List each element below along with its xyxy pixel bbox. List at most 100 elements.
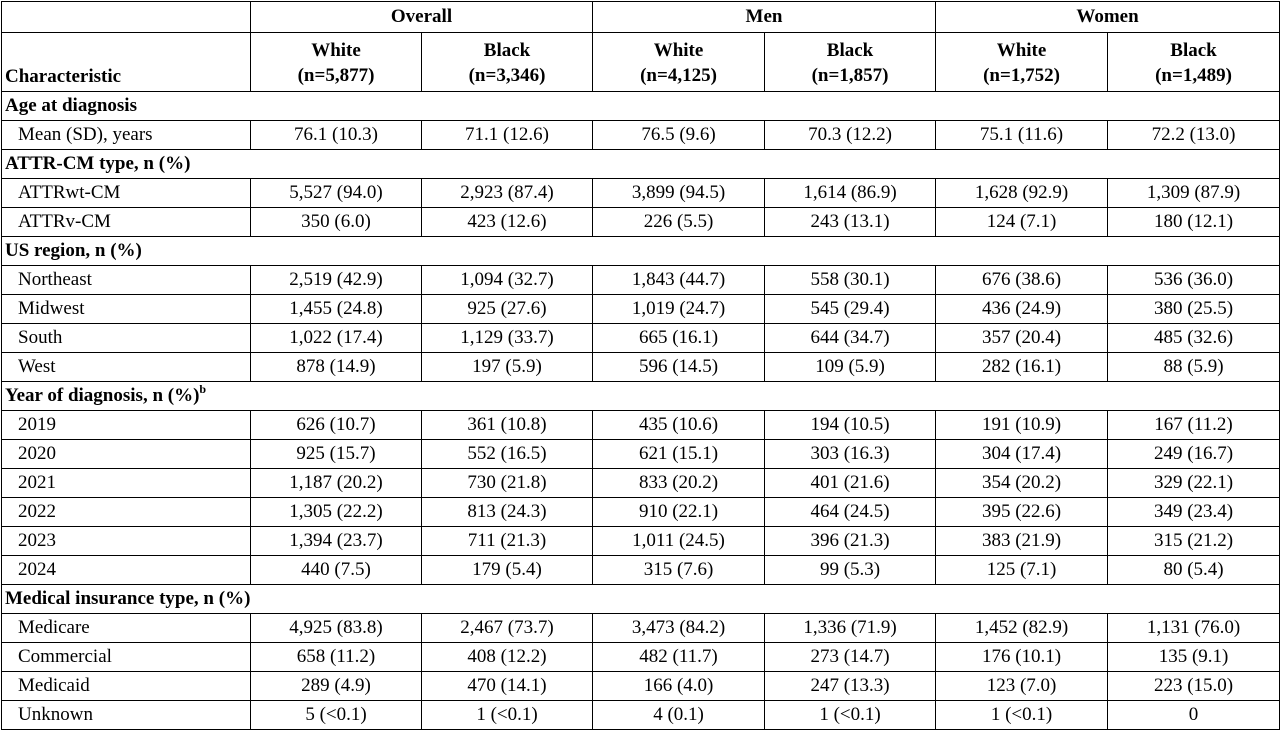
table-cell: 396 (21.3) bbox=[764, 526, 937, 556]
table-row: Commercial 658 (11.2) 408 (12.2) 482 (11.7)… bbox=[1, 642, 1280, 672]
table-cell: 925 (15.7) bbox=[250, 439, 422, 469]
section-title: Age at diagnosis bbox=[0, 91, 1280, 121]
table-row: Mean (SD), years 76.1 (10.3) 71.1 (12.6) 76… bbox=[1, 120, 1280, 150]
section-title-text: ATTR-CM type, n (%) bbox=[5, 153, 191, 174]
table-cell: 303 (16.3) bbox=[764, 439, 937, 469]
section-title-text: Age at diagnosis bbox=[5, 95, 137, 116]
table-cell: 357 (20.4) bbox=[935, 323, 1109, 353]
table-cell: 243 (13.1) bbox=[764, 207, 937, 237]
table-cell: 658 (11.2) bbox=[250, 642, 422, 672]
table-cell: 176 (10.1) bbox=[935, 642, 1109, 672]
table-cell: 350 (6.0) bbox=[250, 207, 422, 237]
table-cell: 2,519 (42.9) bbox=[250, 265, 422, 295]
table-cell: 5 (<0.1) bbox=[250, 700, 422, 730]
table-cell: 464 (24.5) bbox=[764, 497, 937, 527]
table-cell: 70.3 (12.2) bbox=[764, 120, 937, 150]
section-row: ATTR-CM type, n (%) bbox=[0, 149, 1280, 179]
table-cell: 423 (12.6) bbox=[420, 207, 594, 237]
table-cell: 1 (<0.1) bbox=[420, 700, 594, 730]
table-cell: 109 (5.9) bbox=[764, 352, 937, 382]
table-cell: 80 (5.4) bbox=[1107, 555, 1280, 585]
table-cell: 304 (17.4) bbox=[935, 439, 1109, 469]
table-cell: 485 (32.6) bbox=[1107, 323, 1280, 353]
table-cell: 813 (24.3) bbox=[420, 497, 594, 527]
table-cell: 1,129 (33.7) bbox=[420, 323, 594, 353]
table-cell: 711 (21.3) bbox=[420, 526, 594, 556]
section-title-text: Medical insurance type, n (%) bbox=[5, 588, 251, 609]
table-cell: 1,187 (20.2) bbox=[250, 468, 422, 498]
table-cell: 349 (23.4) bbox=[1107, 497, 1280, 527]
group-header-overall: Overall bbox=[249, 1, 594, 33]
table-cell: 676 (38.6) bbox=[935, 265, 1109, 295]
table-cell: 4 (0.1) bbox=[592, 700, 766, 730]
table-cell: 925 (27.6) bbox=[420, 294, 594, 324]
table-cell: 435 (10.6) bbox=[592, 410, 766, 440]
table-cell: 1,843 (44.7) bbox=[592, 265, 766, 295]
table-cell: 223 (15.0) bbox=[1107, 671, 1280, 701]
row-label: Medicaid bbox=[1, 671, 251, 701]
table-cell: 395 (22.6) bbox=[935, 497, 1109, 527]
table-cell: 665 (16.1) bbox=[592, 323, 766, 353]
table-cell: 135 (9.1) bbox=[1107, 642, 1280, 672]
row-label: Mean (SD), years bbox=[1, 120, 251, 150]
row-label: Commercial bbox=[1, 642, 251, 672]
table-cell: 179 (5.4) bbox=[420, 555, 594, 585]
table-cell: 1,455 (24.8) bbox=[250, 294, 422, 324]
row-label: West bbox=[1, 352, 251, 382]
subgroup-n: (n=1,752) bbox=[983, 65, 1060, 86]
table-cell: 482 (11.7) bbox=[592, 642, 766, 672]
table-cell: 3,899 (94.5) bbox=[592, 178, 766, 208]
table-cell: 1 (<0.1) bbox=[935, 700, 1109, 730]
subgroup-race: White bbox=[996, 40, 1047, 61]
table-cell: 2,467 (73.7) bbox=[420, 613, 594, 643]
table-cell: 197 (5.9) bbox=[420, 352, 594, 382]
table-cell: 626 (10.7) bbox=[250, 410, 422, 440]
table-cell: 167 (11.2) bbox=[1107, 410, 1280, 440]
table-cell: 72.2 (13.0) bbox=[1107, 120, 1280, 150]
section-title-text: Year of diagnosis, n (%) bbox=[5, 385, 200, 406]
table-row: 2024 440 (7.5) 179 (5.4) 315 (7.6) 99 (5.3) 1… bbox=[1, 555, 1280, 585]
table-row: 2022 1,305 (22.2) 813 (24.3) 910 (22.1) 464 … bbox=[1, 497, 1280, 527]
table-cell: 0 bbox=[1107, 700, 1280, 730]
table-cell: 354 (20.2) bbox=[935, 468, 1109, 498]
table-cell: 730 (21.8) bbox=[420, 468, 594, 498]
table-cell: 1,394 (23.7) bbox=[250, 526, 422, 556]
table-row: ATTRv-CM 350 (6.0) 423 (12.6) 226 (5.5) 243 … bbox=[1, 207, 1280, 237]
table-header: Overall Men Women Characteristic White (n… bbox=[1, 1, 1280, 92]
group-header-women: Women bbox=[935, 1, 1280, 33]
table-row: Northeast 2,519 (42.9) 1,094 (32.7) 1,843 (… bbox=[1, 265, 1280, 295]
group-header-row: Overall Men Women bbox=[1, 1, 1280, 33]
row-label: Unknown bbox=[1, 700, 251, 730]
subgroup-n: (n=5,877) bbox=[297, 65, 375, 86]
table-cell: 910 (22.1) bbox=[592, 497, 766, 527]
table-cell: 878 (14.9) bbox=[250, 352, 422, 382]
table-cell: 536 (36.0) bbox=[1107, 265, 1280, 295]
subgroup-header: Black (n=1,857) bbox=[764, 32, 937, 92]
table-cell: 123 (7.0) bbox=[935, 671, 1109, 701]
table-cell: 1,452 (82.9) bbox=[935, 613, 1109, 643]
section-row: Age at diagnosis bbox=[0, 91, 1280, 121]
table-row: Medicaid 289 (4.9) 470 (14.1) 166 (4.0) 247 … bbox=[1, 671, 1280, 701]
table-cell: 76.5 (9.6) bbox=[592, 120, 766, 150]
table-cell: 289 (4.9) bbox=[250, 671, 422, 701]
table-cell: 226 (5.5) bbox=[592, 207, 766, 237]
table-cell: 361 (10.8) bbox=[420, 410, 594, 440]
row-label: South bbox=[1, 323, 251, 353]
table-cell: 383 (21.9) bbox=[935, 526, 1109, 556]
table-cell: 315 (21.2) bbox=[1107, 526, 1280, 556]
table-row: 2023 1,394 (23.7) 711 (21.3) 1,011 (24.5) 39… bbox=[1, 526, 1280, 556]
table-cell: 273 (14.7) bbox=[764, 642, 937, 672]
table-cell: 380 (25.5) bbox=[1107, 294, 1280, 324]
table-cell: 1,309 (87.9) bbox=[1107, 178, 1280, 208]
table-row: South 1,022 (17.4) 1,129 (33.7) 665 (16.1) 6… bbox=[1, 323, 1280, 353]
table-cell: 329 (22.1) bbox=[1107, 468, 1280, 498]
subgroup-header: White (n=5,877) bbox=[250, 32, 422, 92]
table-cell: 621 (15.1) bbox=[592, 439, 766, 469]
row-label: Northeast bbox=[1, 265, 251, 295]
subgroup-race: White bbox=[311, 40, 361, 61]
subgroup-race: White bbox=[653, 40, 704, 61]
subgroup-header: Black (n=3,346) bbox=[420, 32, 594, 92]
subgroup-n: (n=3,346) bbox=[468, 65, 546, 86]
row-label: ATTRv-CM bbox=[1, 207, 251, 237]
subgroup-header-row: Characteristic White (n=5,877) Black (n=3,… bbox=[1, 32, 1280, 92]
